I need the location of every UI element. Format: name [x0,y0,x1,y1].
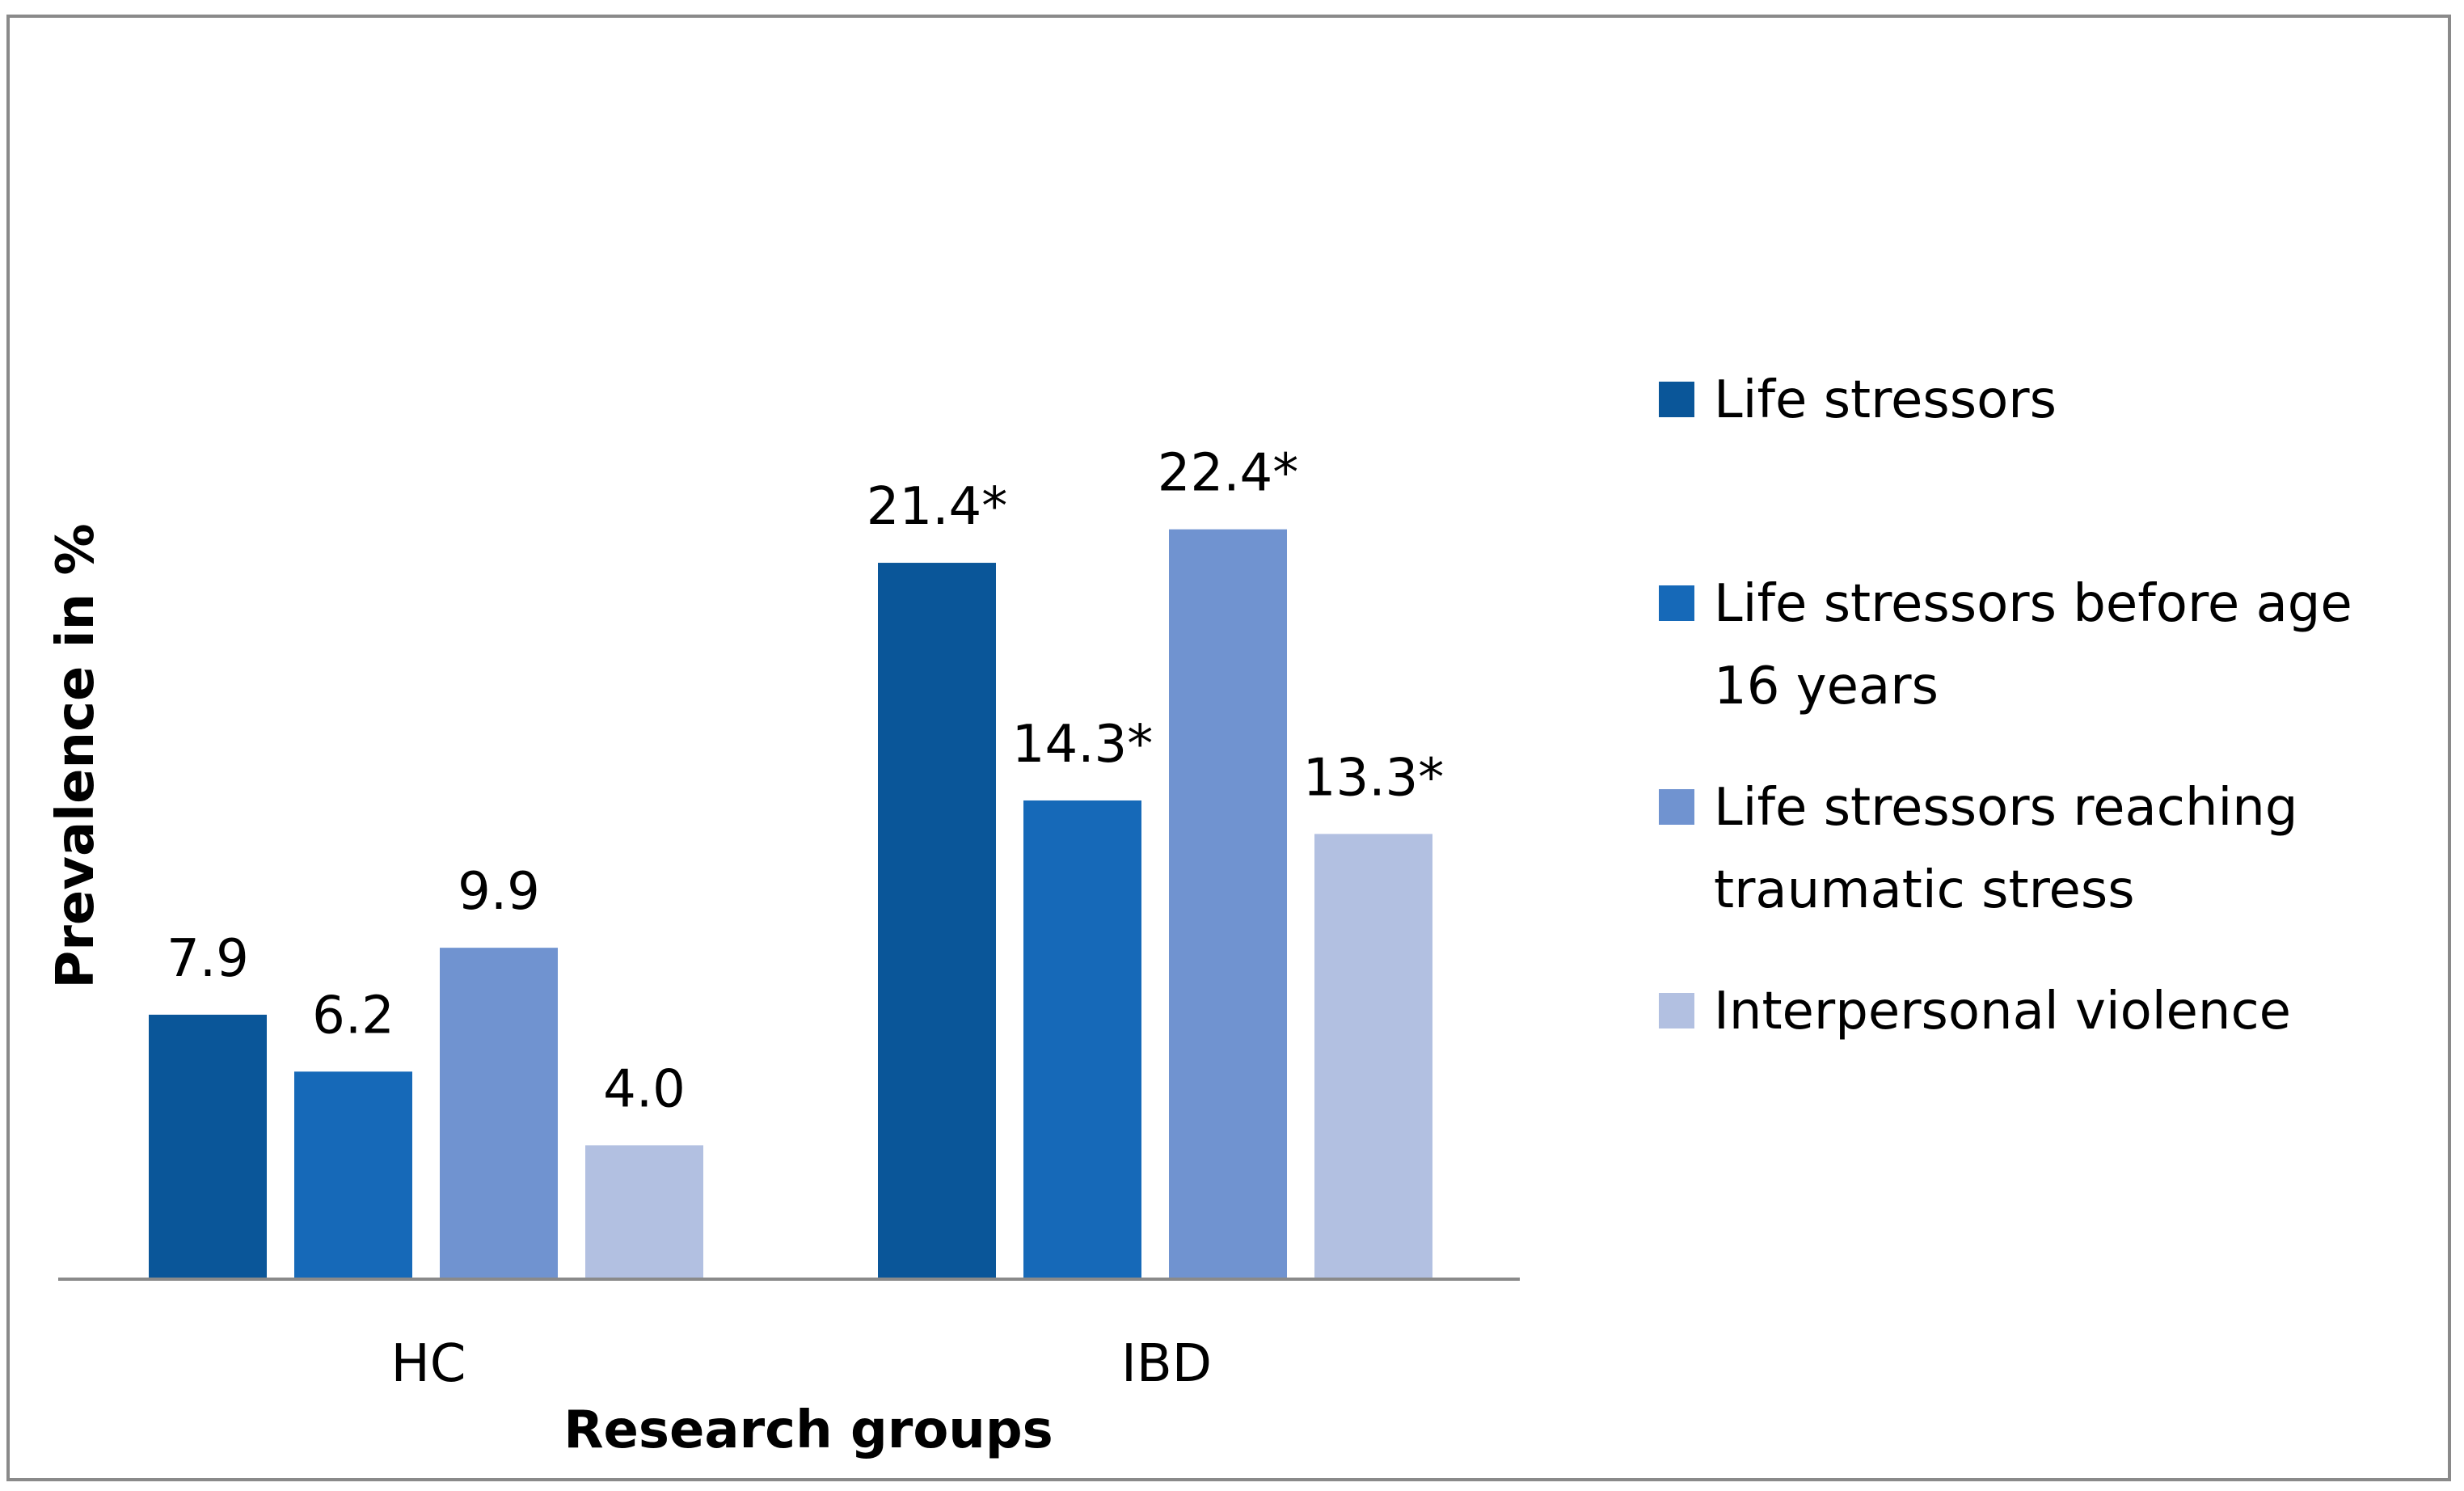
legend: Life stressors Life stressors before age 1… [1659,370,2352,1041]
data-label: 21.4* [867,477,1008,537]
legend-swatch [1659,585,1694,621]
data-label: 7.9 [167,929,249,989]
data-label: 6.2 [312,986,394,1045]
legend-item: Interpersonal violence [1659,982,2291,1041]
legend-item: Life stressors [1659,370,2057,430]
legend-swatch [1659,789,1694,825]
data-label: 9.9 [458,862,540,922]
legend-label: Life stressors [1714,370,2057,430]
bar-hc-series-2 [294,1071,412,1279]
x-tick-label-hc: HC [391,1334,466,1394]
legend-label: Life stressors reaching [1714,778,2297,838]
x-tick-label-ibd: IBD [1121,1334,1212,1394]
data-label: 4.0 [603,1059,686,1119]
bar-hc-series-4 [585,1145,703,1279]
legend-label: Life stressors before age [1714,574,2352,634]
x-axis-title: Research groups [563,1400,1053,1460]
x-tick-labels-group: HC IBD [391,1334,1212,1394]
bars-group [149,529,1432,1279]
legend-swatch [1659,993,1694,1028]
data-label: 14.3* [1012,715,1154,775]
data-label: 22.4* [1158,444,1299,504]
bar-ibd-series-2 [1023,800,1141,1279]
data-label: 13.3* [1303,748,1445,808]
bar-hc-series-1 [149,1014,267,1279]
bar-hc-series-3 [440,948,558,1279]
legend-label: traumatic stress [1714,860,2135,920]
legend-item: Life stressors reaching traumatic stress [1659,778,2297,920]
y-axis-title: Prevalence in % [46,523,106,988]
bar-ibd-series-1 [878,563,996,1279]
legend-swatch [1659,382,1694,417]
data-labels-group: 7.9 21.4* 6.2 14.3* 9.9 22.4* 4.0 13.3* [167,444,1444,1120]
bar-ibd-series-3 [1169,529,1287,1279]
legend-item: Life stressors before age 16 years [1659,574,2352,716]
legend-label: Interpersonal violence [1714,982,2291,1041]
legend-label: 16 years [1714,657,1939,716]
bar-ibd-series-4 [1314,834,1432,1279]
